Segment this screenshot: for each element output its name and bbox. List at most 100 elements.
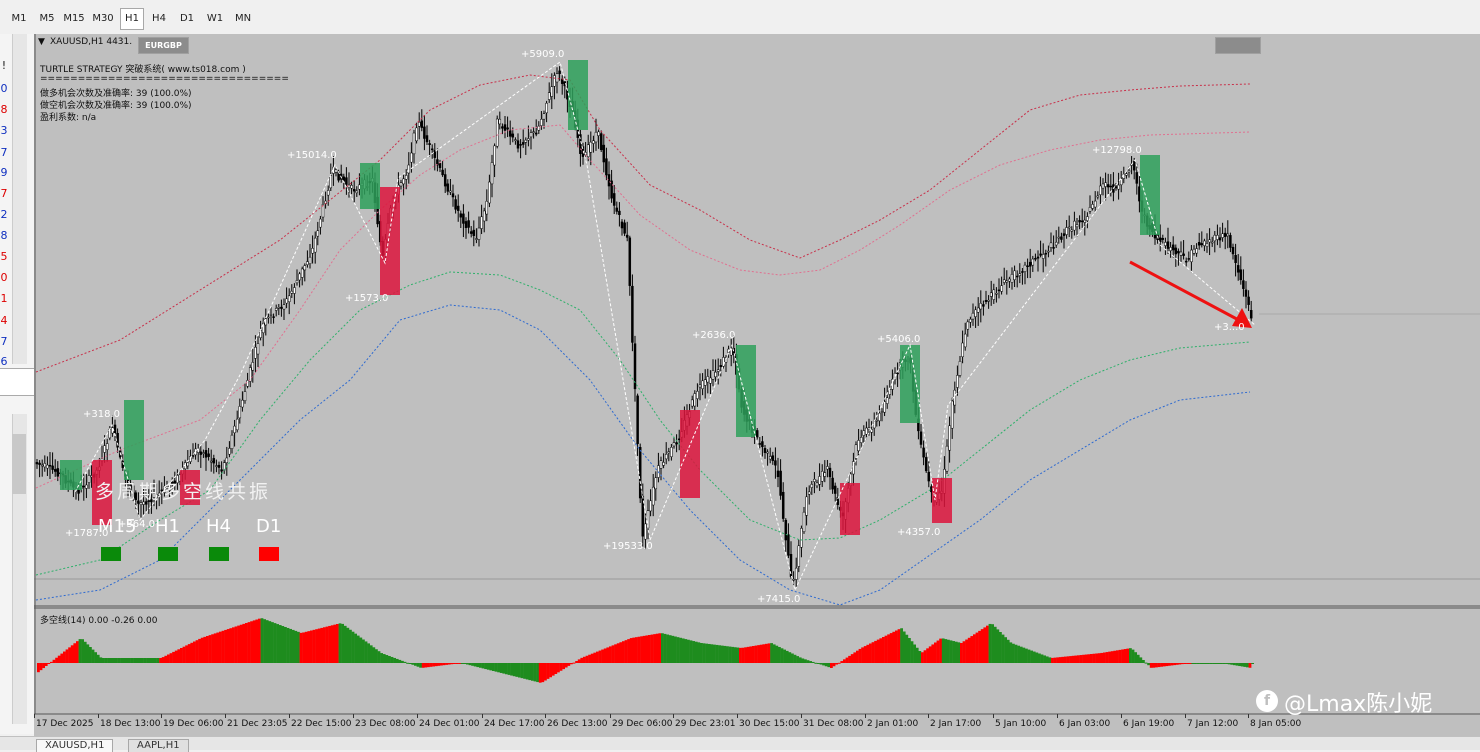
oscillator-bar (1191, 663, 1195, 664)
trade-profit-label: +5909.0 (521, 49, 565, 60)
time-axis-tick (482, 714, 483, 718)
oscillator-bar (73, 643, 77, 663)
oscillator-bar (627, 639, 630, 663)
oscillator-bar (970, 636, 974, 663)
chart-header: XAUUSD,H1 4431. (50, 37, 133, 47)
oscillator-bar (494, 663, 498, 672)
oscillator-bar (622, 641, 625, 663)
timeframe-h4[interactable]: H4 (152, 13, 166, 24)
oscillator-bar (294, 630, 298, 663)
oscillator-bar (1175, 663, 1179, 665)
oscillator-bar (1201, 663, 1205, 664)
candle-body (1117, 184, 1120, 190)
candle-body (157, 492, 161, 496)
time-axis-label: 2 Jan 17:00 (930, 719, 982, 729)
candle-body (550, 86, 554, 97)
oscillator-bar (1113, 650, 1117, 663)
candle-body (716, 369, 720, 372)
candle-body (732, 347, 736, 355)
market-watch-value: 8 (0, 229, 8, 242)
candle-body (482, 210, 486, 222)
oscillator-bar (739, 647, 742, 663)
timeframe-d1[interactable]: D1 (179, 13, 195, 24)
symbol-button-empty[interactable] (1215, 37, 1262, 54)
candle-body (516, 140, 520, 149)
oscillator-bar (453, 663, 456, 664)
candle-body (958, 361, 962, 376)
candle-body (1119, 178, 1123, 186)
oscillator-bar (362, 639, 365, 663)
oscillator-bar (143, 658, 147, 663)
chart-window[interactable] (34, 34, 1480, 736)
candle-body (1070, 229, 1074, 232)
oscillator-bar (1116, 650, 1119, 663)
oscillator-bar (577, 659, 581, 663)
tab-xauusd-h1[interactable]: XAUUSD,H1 (36, 739, 114, 752)
oscillator-bar (1222, 663, 1226, 664)
tab-aapl-h1[interactable]: AAPL,H1 (128, 739, 189, 752)
candle-body (293, 287, 296, 294)
candle-body (402, 178, 405, 185)
oscillator-bar (336, 624, 339, 663)
timeframe-m5[interactable]: M5 (39, 13, 55, 24)
candle-body (243, 391, 247, 401)
oscillator-bar (1012, 643, 1015, 663)
timeframe-w1[interactable]: W1 (206, 13, 224, 24)
oscillator-bar (1144, 662, 1148, 664)
candle-body (433, 150, 437, 158)
scrollbar-thumb[interactable] (12, 434, 26, 494)
oscillator-bar (154, 658, 157, 663)
oscillator-bar (460, 663, 464, 664)
candle-body (311, 248, 314, 254)
oscillator-bar (736, 647, 740, 663)
candle-body (859, 437, 863, 443)
candle-body (922, 447, 925, 458)
candle-body (579, 134, 582, 154)
timeframe-m1[interactable]: M1 (11, 13, 27, 24)
oscillator-bar (255, 619, 259, 663)
oscillator-bar (939, 638, 942, 663)
oscillator-bar (824, 663, 828, 667)
candle-body (1013, 270, 1016, 280)
oscillator-bar (390, 656, 394, 663)
oscillator-bar (575, 661, 578, 663)
oscillator-bar (1090, 654, 1093, 663)
resonance-tf-label: D1 (256, 516, 282, 537)
oscillator-bar (1170, 663, 1174, 666)
oscillator-bar (525, 663, 529, 680)
oscillator-bar (531, 663, 534, 681)
oscillator-bar (388, 656, 391, 663)
time-axis-tick (34, 714, 35, 718)
timeframe-h1[interactable]: H1 (120, 8, 144, 30)
oscillator-bar (421, 663, 425, 668)
time-axis-tick (161, 714, 162, 718)
candle-body (800, 528, 803, 548)
market-watch-scrollbar[interactable] (12, 34, 27, 364)
oscillator-bar (1183, 663, 1187, 664)
time-axis-tick (1057, 714, 1058, 718)
oscillator-bar (840, 661, 844, 663)
oscillator-bar (965, 639, 968, 663)
trade-profit-label: +15014.0 (287, 150, 337, 161)
trade-profit-label: +2636.0 (692, 330, 736, 341)
candle-body (215, 465, 218, 467)
timeframe-m15[interactable]: M15 (63, 13, 85, 24)
oscillator-bar (733, 647, 737, 663)
oscillator-bar (1134, 652, 1137, 663)
timeframe-mn[interactable]: MN (234, 13, 252, 24)
market-watch-value: 2 (0, 208, 8, 221)
oscillator-bar (596, 651, 599, 663)
candle-body (1247, 296, 1250, 305)
price-chart[interactable] (34, 34, 1480, 736)
candle-body (654, 477, 658, 490)
candle-body (872, 421, 876, 429)
oscillator-bar (1225, 663, 1228, 664)
timeframe-m30[interactable]: M30 (92, 13, 114, 24)
symbol-button-eurgbp[interactable]: EURGBP (138, 37, 189, 54)
candle-body (1221, 233, 1224, 238)
oscillator-bar (346, 627, 350, 663)
oscillator-bar (889, 633, 893, 663)
candle-body (1018, 273, 1022, 276)
lower-band (35, 304, 1251, 606)
candle-body (633, 343, 637, 390)
